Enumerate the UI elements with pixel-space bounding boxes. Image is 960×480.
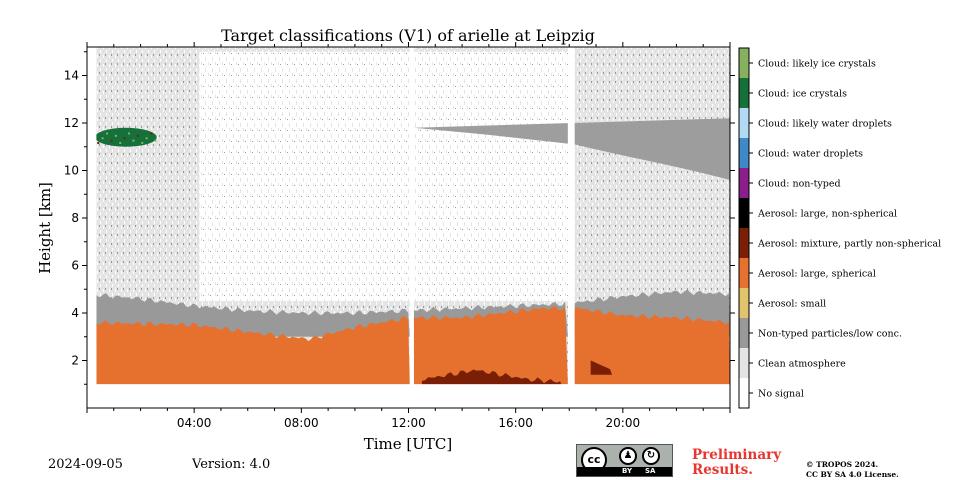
y-tick-label: 2 [71, 354, 79, 368]
date-label: 2024-09-05 [48, 457, 123, 472]
class-legend: No signal Clean atmosphere Non-typed parti… [738, 47, 941, 409]
cloud-pixel [150, 132, 153, 135]
cloud-pixel [128, 132, 131, 135]
cloud-pixel [110, 139, 113, 142]
legend-swatch [739, 78, 749, 108]
legend-swatch [739, 168, 749, 198]
x-axis-label: Time [UTC] [364, 435, 453, 453]
cloud-pixel [154, 139, 157, 142]
aerosol-mixture-patch [421, 369, 562, 385]
y-tick-label: 6 [71, 259, 79, 273]
chart-title: Target classifications (V1) of arielle a… [221, 26, 595, 45]
y-tick-label: 4 [71, 306, 79, 320]
legend-label: Cloud: ice crystals [758, 89, 847, 100]
legend-label: No signal [758, 389, 804, 400]
legend-swatch [739, 348, 749, 378]
x-tick-label: 08:00 [284, 416, 319, 430]
boundary-layer-0 [96, 316, 410, 385]
aerosol-mixture-patch-small [590, 360, 613, 375]
y-tick-label: 14 [64, 69, 79, 83]
badge-sa-text: SA [645, 467, 656, 475]
cloud-pixel [145, 137, 148, 140]
x-tick-label: 04:00 [177, 416, 212, 430]
legend-swatch [739, 48, 749, 78]
cloud-pixel [97, 142, 100, 144]
pre-start-area [87, 47, 97, 408]
share-alike-icon: ↻ [642, 447, 660, 465]
legend-label: Cloud: water droplets [758, 149, 863, 160]
copyright-line-2: CC BY SA 4.0 License. [806, 470, 899, 479]
cloud-pixel [114, 134, 117, 137]
legend-label: Cloud: non-typed [758, 179, 841, 190]
cloud-pixel [136, 134, 139, 137]
legend-label: Aerosol: large, spherical [757, 269, 876, 280]
below-range-area [87, 384, 730, 408]
legend-frame [738, 47, 750, 409]
preliminary-line-1: Preliminary [692, 447, 782, 463]
x-axis: 04:00 08:00 12:00 16:00 20:00 [86, 42, 731, 430]
legend-swatch [739, 258, 749, 288]
data-gap-1 [567, 47, 575, 408]
legend-swatch [739, 288, 749, 318]
upper-particle-layer [413, 118, 730, 180]
cloud-pixel [119, 142, 122, 144]
legend-label: Clean atmosphere [758, 359, 846, 370]
attribution-icon: ♟ [619, 447, 637, 465]
badge-by-text: BY [622, 467, 633, 475]
legend-swatch [739, 378, 749, 408]
cloud-pixel [101, 137, 104, 140]
legend-label: Aerosol: mixture, partly non-spherical [757, 239, 941, 250]
boundary-layer-2 [574, 307, 730, 385]
legend-label: Cloud: likely water droplets [758, 119, 892, 130]
no-signal-region-afternoon [413, 51, 568, 302]
boundary-layer-1 [413, 306, 568, 385]
legend-swatch [739, 108, 749, 138]
copyright-note: © TROPOS 2024. CC BY SA 4.0 License. [806, 460, 899, 480]
legend-swatch [739, 228, 749, 258]
ice-cloud [95, 127, 157, 147]
badge-bar: BY SA [577, 467, 672, 476]
y-axis: 2 4 6 8 10 12 14 [64, 51, 735, 385]
y-tick-label: 12 [64, 116, 79, 130]
cloud-pixel [106, 132, 109, 135]
preliminary-results-note: Preliminary Results. [692, 448, 781, 478]
y-tick-label: 8 [71, 211, 79, 225]
legend-swatch [739, 138, 749, 168]
legend-swatch [739, 198, 749, 228]
no-signal-region-day [199, 51, 410, 302]
x-tick-label: 12:00 [391, 416, 426, 430]
cc-license-badge: cc ♟ ↻ BY SA [576, 444, 673, 477]
cc-icon-text: cc [587, 453, 601, 466]
cloud-pixel [132, 139, 135, 142]
cloud-pixel [123, 137, 126, 140]
x-tick-label: 16:00 [498, 416, 533, 430]
classification-heatmap [87, 47, 730, 408]
preliminary-line-2: Results. [692, 462, 753, 478]
copyright-line-1: © TROPOS 2024. [806, 460, 879, 469]
cloud-pixel [141, 142, 144, 144]
version-label: Version: 4.0 [192, 457, 271, 472]
y-axis-label: Height [km] [36, 182, 54, 274]
data-gap-0 [409, 47, 414, 408]
y-tick-label: 10 [64, 164, 79, 178]
legend-label: Non-typed particles/low conc. [758, 329, 902, 340]
legend-label: Aerosol: small [757, 299, 826, 310]
legend-swatch [739, 318, 749, 348]
x-tick-label: 20:00 [606, 416, 641, 430]
legend-label: Cloud: likely ice crystals [758, 59, 876, 70]
legend-label: Aerosol: large, non-spherical [757, 209, 897, 220]
